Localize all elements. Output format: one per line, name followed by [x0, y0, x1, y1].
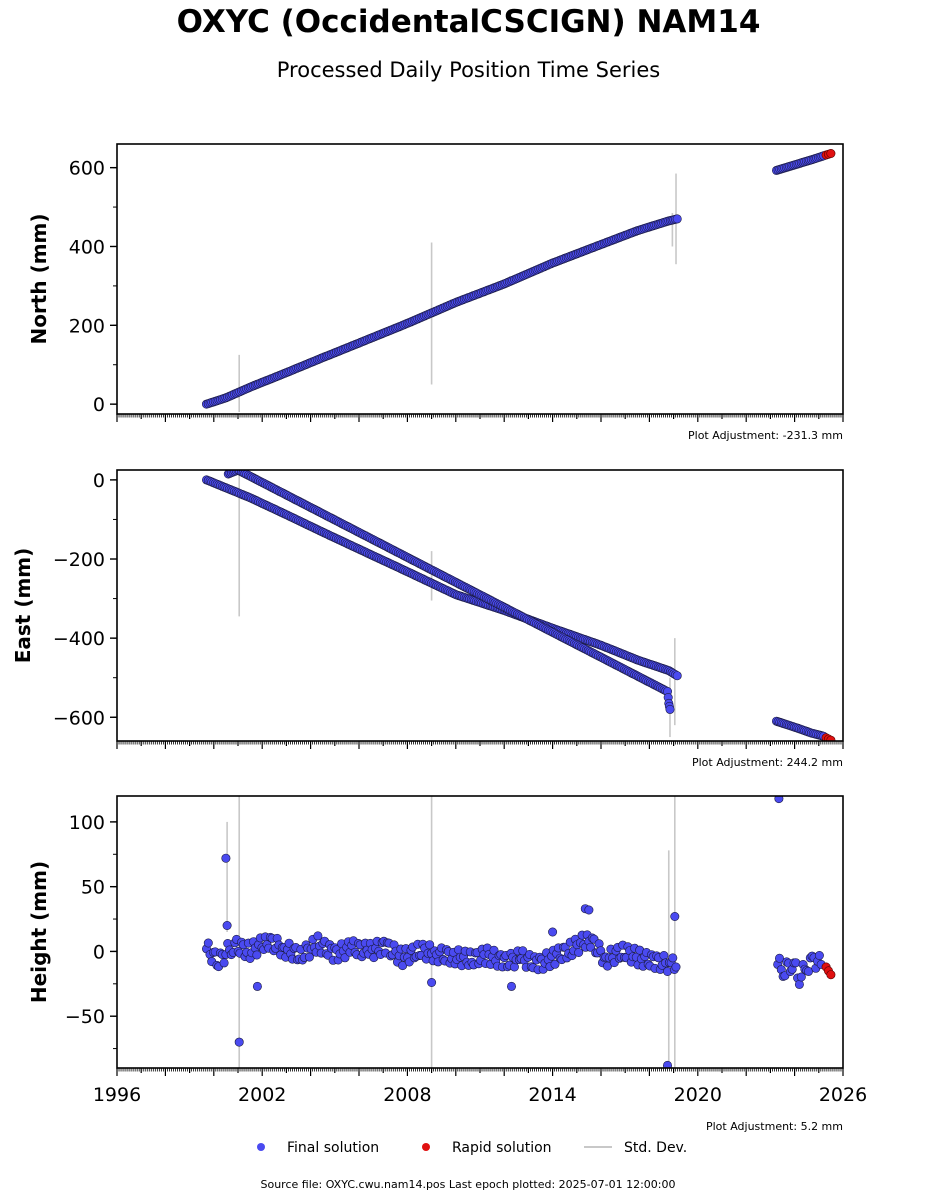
height-xtick-label-2: 2008 [383, 1084, 431, 1106]
legend-final-label: Final solution [287, 1140, 379, 1156]
east-ytick-label-0: 0 [93, 470, 105, 492]
east-panel: 0 −200 −400 −600 East (mm) Plot Adjustment: 2… [11, 469, 844, 769]
east-series-1 [223, 470, 675, 714]
height-xtick-label-1: 2002 [238, 1084, 286, 1106]
height-point-1-1 [222, 920, 232, 930]
north-ylabel: North (mm) [27, 213, 51, 344]
height-point-0-29 [252, 950, 262, 960]
chart-subtitle: Processed Daily Position Time Series [276, 58, 661, 82]
east-point-1-259 [665, 704, 675, 714]
height-point-1-2 [252, 981, 262, 991]
east-series-3 [821, 733, 836, 741]
north-series-2 [821, 149, 836, 160]
height-series-3 [821, 962, 836, 980]
height-point-0-81 [340, 953, 350, 963]
north-frame [116, 143, 844, 415]
north-plot-area [202, 149, 836, 413]
north-ytick-label-2: 400 [69, 236, 105, 258]
height-ytick-label-0: 100 [69, 812, 105, 834]
height-point-1-6 [548, 927, 558, 937]
height-point-1-5 [506, 981, 516, 991]
height-point-0-205 [550, 959, 560, 969]
height-point-2-23 [814, 950, 824, 960]
legend-rapid-marker [422, 1143, 430, 1151]
height-xtick-label-3: 2014 [528, 1084, 576, 1106]
panels: 0 200 400 600 North (mm) Plot Adjustment: -23… [11, 143, 867, 1133]
chart-title: OXYC (OccidentalCSCIGN) NAM14 [176, 4, 761, 40]
east-plot-adjustment: Plot Adjustment: 244.2 mm [692, 756, 843, 769]
height-ytick-label-1: 50 [81, 877, 105, 899]
north-ytick-label-1: 200 [69, 315, 105, 337]
height-ylabel: Height (mm) [27, 861, 51, 1003]
height-xtick-label-4: 2020 [674, 1084, 722, 1106]
height-series-0 [202, 930, 681, 976]
height-ytick-label-2: 0 [93, 941, 105, 963]
height-point-0-10 [219, 958, 229, 968]
height-point-0-226 [586, 942, 596, 952]
height-point-0-1 [203, 938, 213, 948]
east-ytick-label-2: −400 [53, 628, 105, 650]
height-point-1-8 [584, 905, 594, 915]
north-ytick-label-0: 0 [93, 394, 105, 416]
north-plot-adjustment: Plot Adjustment: -231.3 mm [688, 429, 843, 442]
north-panel: 0 200 400 600 North (mm) Plot Adjustment: -23… [27, 143, 844, 442]
east-ylabel: East (mm) [11, 548, 35, 664]
height-point-3-2 [826, 970, 836, 980]
height-panel: 100 50 0 −50 1996 2002 2008 2014 2020 2026 Height … [27, 795, 867, 1133]
height-point-2-1 [774, 953, 784, 963]
height-plot-adjustment: Plot Adjustment: 5.2 mm [706, 1120, 843, 1133]
east-series-2 [771, 716, 829, 741]
source-note: Source file: OXYC.cwu.nam14.pos Last epo… [261, 1178, 676, 1191]
north-series-0 [202, 214, 682, 409]
north-point-2-2 [826, 149, 836, 159]
height-plot-area [202, 796, 836, 1068]
height-point-2-10 [791, 958, 801, 968]
height-point-2-13 [796, 972, 806, 982]
height-series-2 [773, 950, 826, 989]
height-point-1-9 [663, 1060, 672, 1068]
north-series-1 [771, 151, 829, 175]
north-ytick-label-3: 600 [69, 158, 105, 180]
height-frame [116, 795, 844, 1069]
height-point-0-219 [574, 947, 584, 957]
height-point-1-11 [774, 796, 784, 804]
height-point-0-131 [425, 940, 435, 950]
height-point-0-186 [518, 946, 528, 956]
height-xtick-label-0: 1996 [93, 1084, 141, 1106]
height-point-0-269 [659, 950, 669, 960]
east-plot-area [202, 470, 836, 741]
east-point-0-272 [672, 671, 682, 681]
height-point-0-276 [671, 962, 681, 972]
height-point-1-0 [221, 853, 231, 863]
legend: Final solution Rapid solution Std. Dev. [257, 1140, 687, 1156]
height-point-2-12 [794, 979, 804, 989]
height-ytick-label-3: −50 [65, 1006, 105, 1028]
east-ytick-label-3: −600 [53, 707, 105, 729]
north-point-0-272 [672, 214, 682, 224]
legend-final-marker [257, 1143, 265, 1151]
height-point-1-3 [234, 1037, 244, 1047]
east-ytick-label-1: −200 [53, 549, 105, 571]
height-xtick-label-5: 2026 [819, 1084, 867, 1106]
legend-stddev-label: Std. Dev. [624, 1140, 687, 1156]
height-point-1-10 [670, 911, 680, 921]
legend-rapid-label: Rapid solution [452, 1140, 552, 1156]
height-point-0-65 [313, 931, 323, 941]
height-point-0-274 [668, 953, 678, 963]
height-series-1 [221, 796, 784, 1068]
height-point-1-4 [427, 977, 437, 987]
